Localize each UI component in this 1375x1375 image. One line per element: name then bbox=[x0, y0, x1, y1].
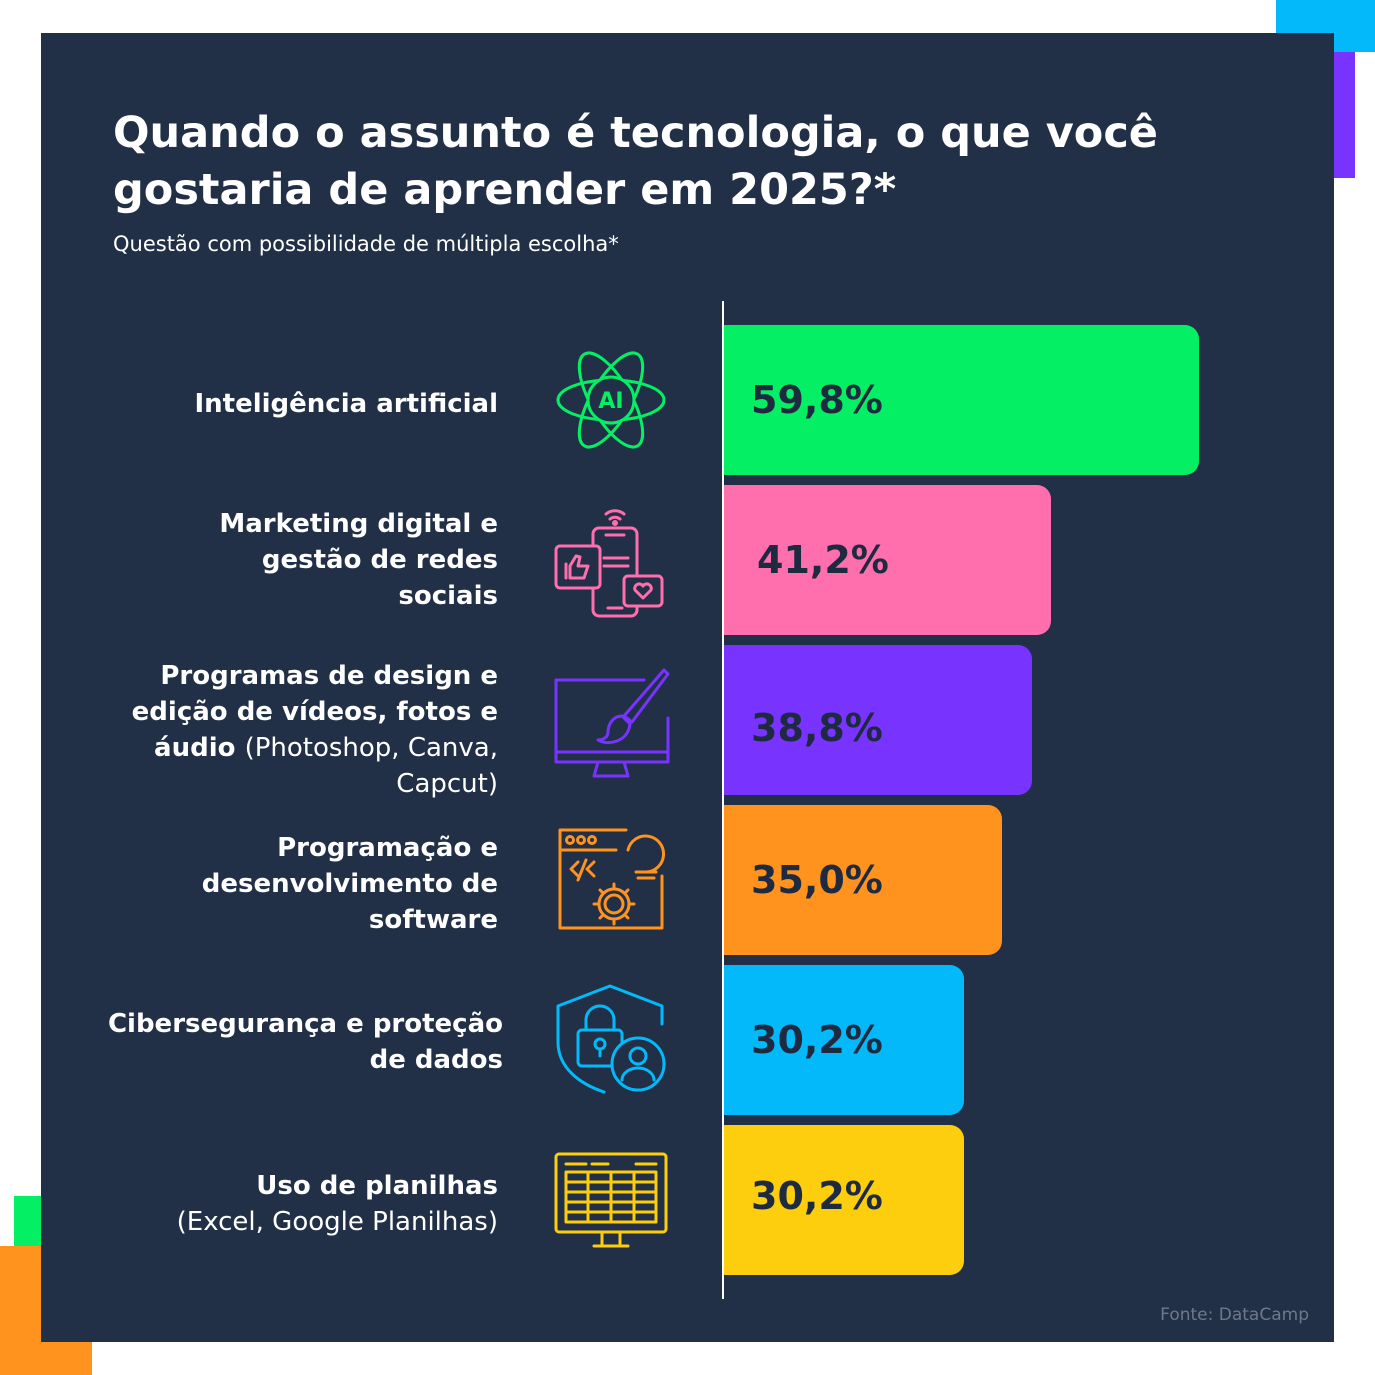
category-label: Inteligência artificial bbox=[101, 325, 498, 479]
category-label-normal: (Excel, Google Planilhas) bbox=[176, 1207, 498, 1237]
chart-bar bbox=[724, 645, 1033, 795]
chart-bar bbox=[724, 485, 1052, 635]
category-label: Uso de planilhas (Excel, Google Planilhas… bbox=[101, 1125, 498, 1279]
shield-lock-user-icon bbox=[556, 984, 666, 1094]
chart-title: Quando o assunto é tecnologia, o que voc… bbox=[113, 108, 1158, 215]
category-label-bold: Programação e desenvolvimento de softwar… bbox=[201, 833, 498, 935]
ai-atom-icon: AI bbox=[556, 351, 666, 449]
chart-row: Inteligência artificial AI 59,8% bbox=[41, 325, 1334, 475]
category-label: Programação e desenvolvimento de softwar… bbox=[101, 805, 498, 959]
spreadsheet-monitor-icon bbox=[554, 1152, 668, 1248]
y-axis-line bbox=[722, 301, 724, 1299]
category-label: Cibersegurança e proteção de dados bbox=[101, 965, 503, 1117]
chart-bar bbox=[724, 805, 1002, 955]
social-media-phone-icon bbox=[554, 509, 664, 618]
category-label-bold: Cibersegurança e proteção de dados bbox=[107, 1009, 503, 1075]
category-label-bold: Inteligência artificial bbox=[194, 389, 498, 419]
chart-row: Marketing digital e gestão de redes soci… bbox=[41, 485, 1334, 635]
chart-panel: Quando o assunto é tecnologia, o que voc… bbox=[41, 33, 1334, 1342]
chart-row: Uso de planilhas (Excel, Google Planilhas… bbox=[41, 1125, 1334, 1275]
chart-bar bbox=[724, 1125, 964, 1275]
category-label: Programas de design e edição de vídeos, … bbox=[101, 645, 498, 805]
chart-row: Programação e desenvolvimento de softwar… bbox=[41, 805, 1334, 955]
ai-icon-text: AI bbox=[598, 389, 623, 414]
chart-subtitle: Questão com possibilidade de múltipla es… bbox=[113, 232, 619, 256]
data-label: 41,2% bbox=[757, 538, 889, 582]
chart-row: Programas de design e edição de vídeos, … bbox=[41, 645, 1334, 799]
category-label-bold: Marketing digital e gestão de redes soci… bbox=[219, 509, 498, 611]
data-label: 30,2% bbox=[751, 1018, 883, 1062]
category-label-bold: Uso de planilhas bbox=[256, 1171, 498, 1201]
decor-green-block bbox=[14, 1196, 41, 1246]
data-label: 38,8% bbox=[751, 706, 883, 750]
category-label: Marketing digital e gestão de redes soci… bbox=[101, 485, 498, 635]
chart-row: Cibersegurança e proteção de dados 30,2% bbox=[41, 965, 1334, 1115]
decor-purple-block bbox=[1334, 52, 1355, 178]
source-note: Fonte: DataCamp bbox=[1160, 1305, 1309, 1325]
category-label-bold: Programas de design e edição de vídeos, … bbox=[131, 661, 498, 763]
data-label: 59,8% bbox=[751, 378, 883, 422]
data-label: 30,2% bbox=[751, 1174, 883, 1218]
monitor-paintbrush-icon bbox=[554, 668, 670, 778]
data-label: 35,0% bbox=[751, 858, 883, 902]
code-window-gear-icon bbox=[558, 828, 666, 930]
chart-bar bbox=[724, 325, 1199, 475]
category-label-normal: (Photoshop, Canva, Capcut) bbox=[244, 733, 498, 799]
chart-bar bbox=[724, 965, 964, 1115]
